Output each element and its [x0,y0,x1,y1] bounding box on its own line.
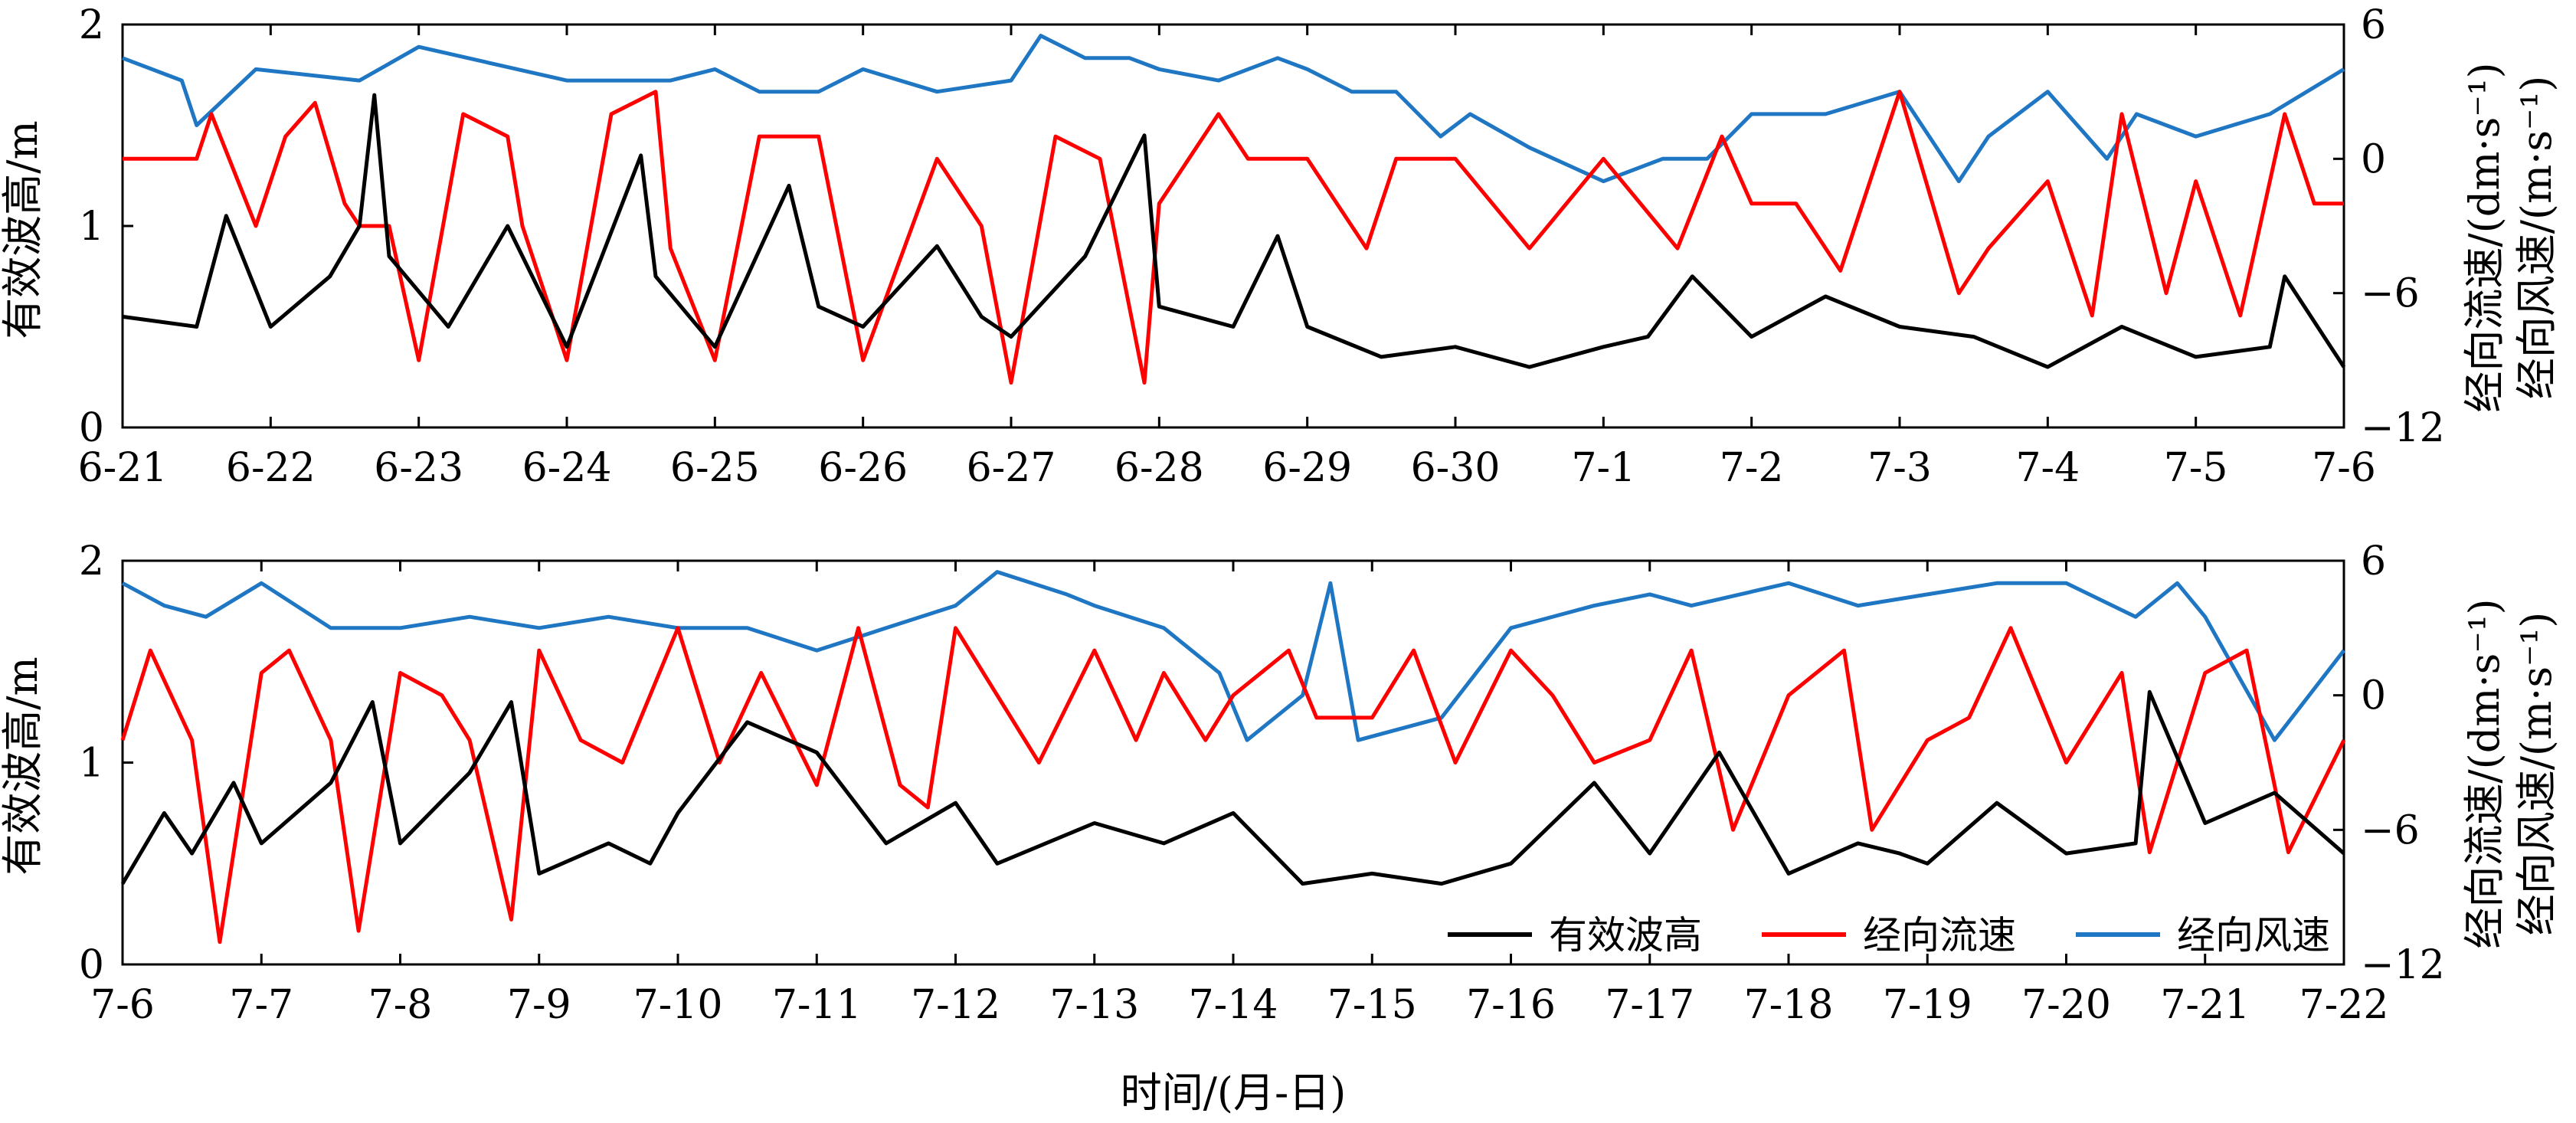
bottom-chart-panel: 0 1 2 −12 −6 0 6 7-6 7-7 7-8 7-9 7-10 7-11 7-12 7-13… [0,539,2561,1028]
top-right-tick-label: 6 [2361,2,2386,48]
bottom-series-current [120,626,2346,945]
bottom-x-tick-label: 7-12 [911,982,1000,1028]
top-x-tick-label: 7-3 [1867,445,1932,491]
bottom-right-axis-title-current: 经向流速/(dm·s⁻¹) [2460,598,2509,948]
bottom-series-wind [121,570,2345,742]
top-x-tick-label: 7-1 [1571,445,1635,491]
top-series-wave-height [122,93,2346,369]
top-x-tick-label: 6-26 [818,445,908,491]
bottom-right-axis-title-wind: 经向风速/(m·s⁻¹) [2512,612,2561,936]
x-axis-title: 时间/(月-日) [1121,1069,1347,1117]
bottom-x-tick-label: 7-18 [1744,982,1834,1028]
top-x-tick-label: 6-24 [522,445,612,491]
bottom-x-tick-label: 7-17 [1605,982,1694,1028]
top-x-tick-label: 7-6 [2312,445,2376,491]
top-x-ticks: 6-21 6-22 6-23 6-24 6-25 6-26 6-27 6-28 6-29 6-30… [78,25,2376,491]
bottom-left-tick-label: 0 [79,942,104,988]
top-right-axis-title-current: 经向流速/(dm·s⁻¹) [2460,62,2509,412]
top-left-axis-title: 有效波高/m [0,120,47,339]
bottom-x-tick-label: 7-9 [507,982,571,1028]
top-x-tick-label: 7-5 [2164,445,2228,491]
top-right-axis-title-wind: 经向风速/(m·s⁻¹) [2512,76,2561,400]
top-left-tick-label: 0 [79,405,104,451]
bottom-x-tick-label: 7-16 [1466,982,1556,1028]
bottom-x-tick-label: 7-10 [633,982,723,1028]
top-x-tick-label: 6-21 [78,445,168,491]
top-series-current [123,90,2344,385]
top-left-ticks: 0 1 2 [79,2,133,451]
legend-label-wave-height: 有效波高 [1549,913,1702,958]
top-x-tick-label: 6-29 [1262,445,1352,491]
bottom-x-tick-label: 7-19 [1883,982,1972,1028]
bottom-right-tick-label: −12 [2361,942,2445,988]
bottom-left-ticks: 0 1 2 [79,539,133,988]
bottom-x-tick-label: 7-13 [1049,982,1139,1028]
top-x-tick-label: 6-23 [374,445,463,491]
bottom-left-axis-title: 有效波高/m [0,656,47,875]
bottom-x-tick-label: 7-7 [229,982,293,1028]
bottom-left-tick-label: 1 [79,741,104,787]
bottom-x-tick-label: 7-11 [772,982,862,1028]
bottom-right-ticks: −12 −6 0 6 [2333,539,2445,988]
bottom-x-tick-label: 7-14 [1189,982,1278,1028]
bottom-x-tick-label: 7-15 [1327,982,1417,1028]
bottom-right-tick-label: 6 [2361,539,2386,584]
top-chart-panel: 0 1 2 −12 −6 0 6 6-21 6-22 6-23 6-24 6-25 6-26 6-27… [0,2,2561,491]
bottom-x-tick-label: 7-21 [2160,982,2250,1028]
bottom-right-tick-label: 0 [2361,673,2386,719]
bottom-series-wave-height [120,689,2345,886]
bottom-series-group [120,570,2346,945]
bottom-x-tick-label: 7-20 [2021,982,2111,1028]
top-right-tick-label: −6 [2361,271,2420,317]
top-x-tick-label: 6-22 [226,445,316,491]
top-x-tick-label: 7-2 [1720,445,1784,491]
legend: 有效波高 经向流速 经向风速 [1448,913,2330,958]
top-left-tick-label: 2 [79,2,104,48]
top-right-tick-label: −12 [2361,405,2445,451]
top-right-ticks: −12 −6 0 6 [2333,2,2445,451]
bottom-x-tick-label: 7-8 [368,982,433,1028]
top-x-tick-label: 6-30 [1411,445,1501,491]
bottom-left-tick-label: 2 [79,539,104,584]
bottom-right-tick-label: −6 [2361,807,2420,853]
top-series-group [122,34,2346,385]
top-x-tick-label: 6-28 [1115,445,1204,491]
top-x-tick-label: 6-27 [967,445,1056,491]
legend-label-wind: 经向风速 [2177,913,2330,958]
legend-label-current: 经向流速 [1863,913,2016,958]
bottom-x-ticks: 7-6 7-7 7-8 7-9 7-10 7-11 7-12 7-13 7-14 7-15 7-16… [90,561,2388,1028]
top-left-tick-label: 1 [79,204,104,250]
top-x-tick-label: 7-4 [2015,445,2080,491]
top-x-tick-label: 6-25 [670,445,760,491]
top-right-tick-label: 0 [2361,136,2386,182]
top-series-wind [122,34,2345,184]
bottom-x-tick-label: 7-22 [2299,982,2389,1028]
bottom-plot-frame [121,559,2345,966]
bottom-x-tick-label: 7-6 [90,982,155,1028]
